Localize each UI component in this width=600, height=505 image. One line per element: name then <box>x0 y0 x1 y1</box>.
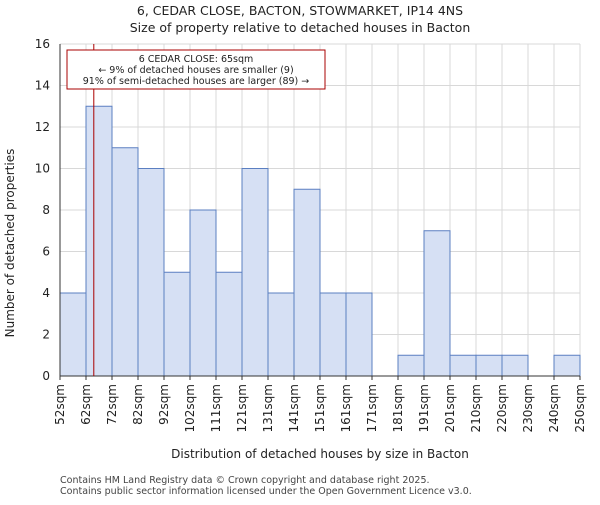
y-axis-label: Number of detached properties <box>3 149 17 338</box>
bar <box>189 209 217 377</box>
annotation-frame <box>66 49 326 90</box>
y-tick-label: 10 <box>35 162 50 176</box>
x-tick-label: 161sqm <box>339 384 353 432</box>
bar <box>215 271 243 377</box>
y-tick-labels: 0 2 4 6 8 10 12 14 16 <box>35 37 50 383</box>
bar <box>475 354 503 377</box>
y-tick-label: 12 <box>35 120 50 134</box>
chart-title: 6, CEDAR CLOSE, BACTON, STOWMARKET, IP14… <box>137 3 463 18</box>
y-tick-label: 6 <box>42 245 50 259</box>
x-tick-label: 191sqm <box>417 384 431 432</box>
footer-line-2: Contains public sector information licen… <box>60 486 472 497</box>
bars <box>59 105 581 377</box>
x-tick-label: 250sqm <box>573 384 587 432</box>
x-tick-label: 121sqm <box>235 384 249 432</box>
annotation-line-3: 91% of semi-detached houses are larger (… <box>83 76 310 87</box>
x-tick-label: 230sqm <box>521 384 535 432</box>
bar <box>293 188 321 377</box>
x-tick-label: 220sqm <box>495 384 509 432</box>
bar <box>241 168 269 377</box>
bar <box>267 292 295 377</box>
y-tick-label: 4 <box>42 286 50 300</box>
bar <box>59 292 87 377</box>
chart-subtitle: Size of property relative to detached ho… <box>130 20 471 35</box>
axes <box>59 44 581 380</box>
x-tick-label: 82sqm <box>131 384 145 425</box>
x-tick-label: 72sqm <box>105 384 119 425</box>
bar <box>137 168 165 377</box>
x-tick-label: 52sqm <box>53 384 67 425</box>
x-tick-label: 210sqm <box>469 384 483 432</box>
annotation-line-2: ← 9% of detached houses are smaller (9) <box>98 65 293 76</box>
bar <box>85 105 113 377</box>
x-tick-label: 201sqm <box>443 384 457 432</box>
y-tick-label: 16 <box>35 37 50 51</box>
bar <box>111 147 139 377</box>
bar <box>345 292 373 377</box>
x-tick-label: 181sqm <box>391 384 405 432</box>
x-tick-label: 151sqm <box>313 384 327 432</box>
annotation-line-1: 6 CEDAR CLOSE: 65sqm <box>139 54 254 65</box>
x-tick-label: 62sqm <box>79 384 93 425</box>
x-tick-label: 111sqm <box>209 384 223 432</box>
bar <box>319 292 347 377</box>
x-tick-label: 171sqm <box>365 384 379 432</box>
y-tick-label: 0 <box>42 369 50 383</box>
y-tick-label: 8 <box>42 203 50 217</box>
bar <box>423 230 451 377</box>
bar <box>553 354 581 377</box>
x-tick-label: 131sqm <box>261 384 275 432</box>
x-tick-label: 92sqm <box>157 384 171 425</box>
annotation-box: 6 CEDAR CLOSE: 65sqm ← 9% of detached ho… <box>66 49 326 90</box>
x-axis-label: Distribution of detached houses by size … <box>171 447 469 461</box>
x-tick-label: 102sqm <box>183 384 197 432</box>
footer-line-1: Contains HM Land Registry data © Crown c… <box>60 475 430 486</box>
x-tick-label: 141sqm <box>287 384 301 432</box>
bar <box>449 354 477 377</box>
bar <box>397 354 425 377</box>
y-tick-label: 2 <box>42 328 50 342</box>
bar <box>163 271 191 377</box>
x-tick-label: 240sqm <box>547 384 561 432</box>
x-tick-labels: 52sqm 62sqm 72sqm 82sqm 92sqm 102sqm 111sqm 121… <box>53 384 587 432</box>
bar <box>501 354 529 377</box>
y-tick-label: 14 <box>35 79 50 93</box>
